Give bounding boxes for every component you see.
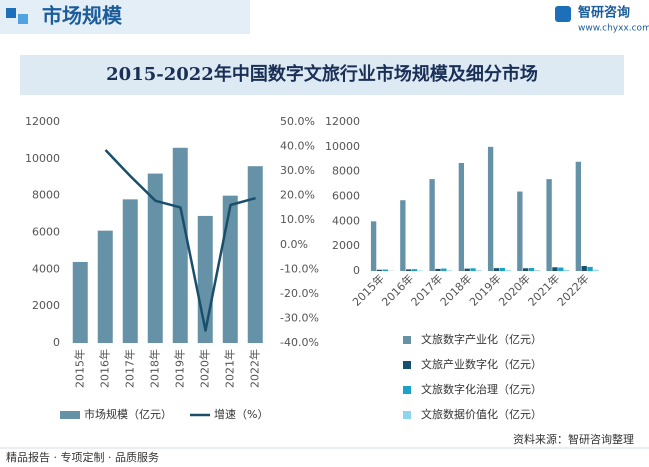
title-banner — [20, 55, 624, 95]
bar — [370, 221, 377, 271]
footer-slogan: 精品报告 · 专项定制 · 品质服务 — [6, 450, 159, 464]
brand: 智研咨询 — [578, 5, 630, 21]
legend-label: 文旅产业数字化（亿元） — [421, 357, 542, 371]
bar — [505, 270, 511, 271]
legend-label: 文旅数字化治理（亿元） — [421, 382, 542, 396]
bar — [376, 269, 383, 271]
bar — [400, 200, 406, 271]
y-tick-label: 10000 — [25, 152, 60, 165]
y-tick-label: 8000 — [32, 189, 60, 202]
bar — [172, 147, 188, 343]
x-tick-label: 2018年 — [148, 349, 162, 388]
bar — [470, 268, 476, 271]
bar — [493, 268, 500, 271]
bar — [534, 270, 541, 271]
legend-label: 文旅数据价值化（亿元） — [421, 407, 542, 421]
bar — [446, 270, 453, 271]
source: 资料来源：智研咨询整理 — [513, 432, 634, 446]
bar — [581, 266, 587, 271]
bar — [476, 270, 482, 271]
y-tick-label: 4000 — [332, 214, 360, 227]
bar — [575, 161, 582, 271]
x-tick-label: 2019年 — [173, 349, 187, 388]
y-tick-label: 8000 — [332, 165, 360, 178]
bar — [458, 162, 465, 271]
bar — [247, 166, 263, 343]
legend-label: 文旅数字产业化（亿元） — [421, 332, 542, 346]
y2-tick-label: 30.0% — [280, 164, 315, 177]
y2-tick-label: 20.0% — [280, 189, 315, 202]
bar — [97, 230, 113, 343]
bar — [563, 270, 570, 271]
header-icon — [6, 8, 16, 18]
header-tab — [0, 0, 250, 34]
y2-tick-label: 10.0% — [280, 213, 315, 226]
y2-tick-label: 40.0% — [280, 140, 315, 153]
bar — [593, 269, 599, 271]
bar — [587, 266, 593, 271]
x-tick-label: 2021年 — [223, 349, 237, 388]
bar — [411, 269, 418, 271]
bar — [528, 268, 535, 271]
x-tick-label: 2016年 — [98, 349, 112, 388]
x-tick-label: 2017年 — [123, 349, 137, 388]
legend-swatch — [60, 411, 80, 419]
y2-tick-label: -30.0% — [280, 311, 319, 324]
legend-swatch — [403, 386, 411, 394]
bar — [558, 267, 564, 271]
bar — [382, 269, 388, 271]
x-tick-label: 2022年 — [248, 349, 262, 388]
bar — [552, 267, 558, 271]
header-icon — [18, 14, 28, 24]
y-tick-label: 0 — [53, 336, 60, 349]
y2-tick-label: 50.0% — [280, 115, 315, 128]
bar — [464, 268, 470, 271]
y-tick-label: 6000 — [332, 190, 360, 203]
y-tick-label: 6000 — [32, 226, 60, 239]
bar — [147, 173, 163, 343]
y-tick-label: 4000 — [32, 262, 60, 275]
y-tick-label: 12000 — [25, 115, 60, 128]
y-tick-label: 2000 — [332, 239, 360, 252]
x-tick-label: 2015年 — [73, 349, 87, 388]
legend-label: 市场规模（亿元） — [84, 407, 172, 421]
bar — [435, 268, 441, 271]
y-tick-label: 2000 — [32, 299, 60, 312]
legend-label: 增速（%） — [214, 407, 268, 421]
legend-swatch — [403, 361, 411, 369]
bar — [441, 268, 447, 271]
bar — [523, 268, 529, 271]
y2-tick-label: -40.0% — [280, 336, 319, 349]
header-title: 市场规模 — [42, 4, 123, 28]
page-title: 2015-2022年中国数字文旅行业市场规模及细分市场 — [106, 63, 538, 85]
y2-tick-label: -20.0% — [280, 287, 319, 300]
bar — [499, 267, 505, 271]
legend-swatch — [403, 336, 411, 344]
bar — [429, 179, 435, 271]
y-tick-label: 0 — [353, 264, 360, 277]
bar — [406, 269, 412, 271]
y-tick-label: 12000 — [325, 115, 360, 128]
brand-url: www.chyxx.com — [578, 24, 649, 34]
bar — [122, 199, 138, 343]
logo-icon — [555, 6, 571, 22]
y2-tick-label: -10.0% — [280, 262, 319, 275]
bar — [546, 179, 552, 271]
line — [104, 149, 256, 332]
y2-tick-label: 0.0% — [280, 238, 308, 251]
bar — [222, 195, 238, 343]
bar — [487, 146, 494, 271]
bar — [72, 261, 88, 343]
legend-swatch — [403, 411, 411, 419]
y-tick-label: 10000 — [325, 140, 360, 153]
bar — [517, 191, 523, 271]
x-tick-label: 2020年 — [198, 349, 212, 388]
